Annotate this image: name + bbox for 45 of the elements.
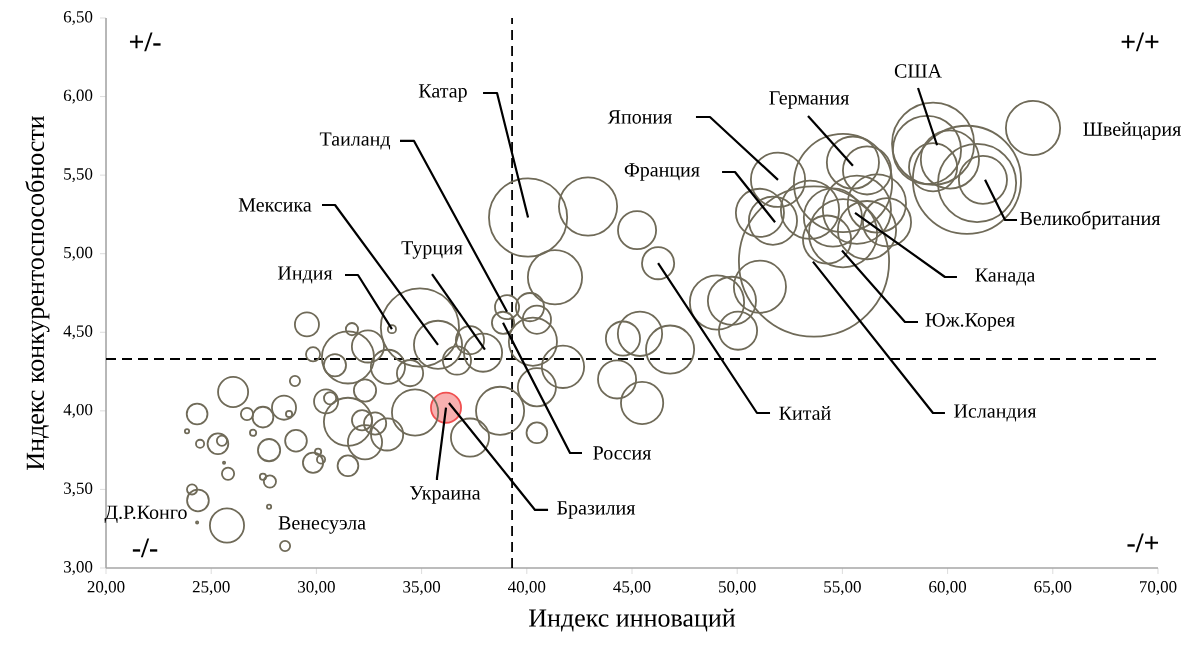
x-tick-label: 40,00 [508,581,546,595]
y-tick-label: 4,50 [63,325,93,340]
x-tick-label: 20,00 [87,581,125,595]
annotation: Канада [975,268,1036,286]
annotation: Юж.Корея [925,313,1015,331]
annotation: Таиланд [319,132,391,150]
annotation: Индия [277,266,333,284]
annotation: Д.Р.Конго [104,505,187,524]
x-tick-label: 45,00 [613,581,651,595]
x-tick-label: 30,00 [298,581,335,595]
x-tick-label: 25,00 [192,581,230,595]
y-tick-label: 6,50 [63,11,93,25]
x-tick-label: 60,00 [929,581,967,595]
annotation: -/+ [1127,533,1159,553]
y-axis-title: Индекс конкурентоспособности [25,115,50,470]
annotation: Франция [624,163,700,181]
x-tick-label: 70,00 [1140,581,1177,595]
annotation: Китай [779,406,831,420]
annotation: +/+ [1121,32,1159,52]
annotation: Швейцария [1083,122,1181,140]
annotation: Великобритания [1020,210,1161,230]
x-axis-title: Индекс инноваций [529,608,736,632]
annotation: +/- [129,32,161,52]
annotation: Венесуэла [278,516,366,534]
annotation: Германия [769,91,850,109]
x-tick-label: 55,00 [824,581,861,595]
y-tick-label: 5,00 [64,246,93,261]
annotation: Турция [401,241,463,259]
x-tick-label: 65,00 [1034,581,1072,595]
y-tick-label: 3,00 [64,561,93,575]
annotation: Украина [409,486,481,504]
annotation: Катар [418,84,467,102]
x-tick-label: 50,00 [719,581,756,595]
y-tick-label: 4,00 [63,403,93,418]
annotation: Исландия [954,404,1037,422]
annotation: Россия [593,446,652,460]
y-tick-label: 5,50 [64,168,93,183]
y-tick-label: 6,00 [63,89,93,104]
annotation: США [894,64,942,78]
annotation: Япония [607,110,672,124]
annotation: Бразилия [557,501,636,519]
annotation: -/- [132,538,158,558]
annotation: Мексика [238,198,312,212]
y-tick-label: 3,50 [64,482,93,497]
x-tick-label: 35,00 [403,581,441,595]
